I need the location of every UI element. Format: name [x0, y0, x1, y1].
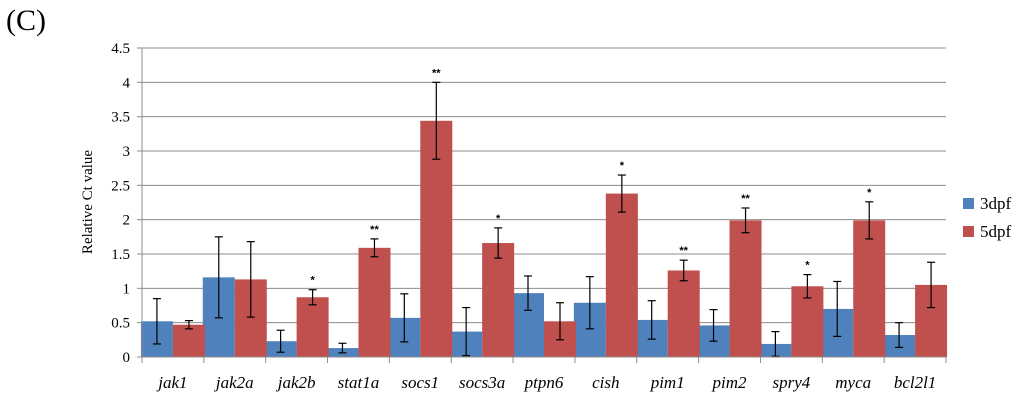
- significance-marker: **: [370, 224, 379, 236]
- panel-label: (C): [6, 4, 46, 37]
- gridlines: [142, 47, 946, 324]
- y-tick-label: 3.5: [111, 110, 130, 126]
- y-tick-label: 1: [123, 281, 131, 297]
- bar-5dpf: [853, 220, 886, 357]
- y-tick-label: 0.5: [111, 316, 130, 332]
- error-bars: [152, 81, 936, 357]
- category-label: jak2a: [214, 373, 254, 392]
- category-label: stat1a: [338, 373, 380, 392]
- y-tick-label: 3: [123, 144, 131, 160]
- category-label: jak2b: [276, 373, 316, 392]
- y-tick-label: 0: [123, 350, 131, 366]
- bar-5dpf: [667, 270, 700, 357]
- y-tick-label: 2: [123, 213, 131, 229]
- legend-label-3dpf: 3dpf: [980, 194, 1012, 213]
- significance-markers: *************: [310, 67, 872, 286]
- significance-marker: **: [432, 67, 441, 79]
- bars: [140, 120, 948, 357]
- y-tick-label: 4.5: [111, 41, 130, 57]
- category-label: ptpn6: [524, 373, 564, 392]
- category-label: jak1: [156, 373, 187, 392]
- category-label: bcl2l1: [894, 373, 937, 392]
- category-label: socs3a: [459, 373, 505, 392]
- y-axis-title: Relative Ct value: [80, 150, 96, 254]
- significance-marker: *: [310, 275, 315, 287]
- legend-swatch-5dpf: [963, 226, 974, 237]
- y-tick-label: 2.5: [111, 178, 130, 194]
- category-label: spry4: [772, 373, 810, 392]
- bar-5dpf: [358, 247, 391, 357]
- significance-marker: **: [679, 245, 688, 257]
- significance-marker: *: [805, 260, 810, 272]
- y-tick-label: 4: [123, 75, 131, 91]
- bar-5dpf: [729, 220, 762, 357]
- y-tick-label: 1.5: [111, 247, 130, 263]
- category-label: myca: [835, 373, 871, 392]
- legend: 3dpf 5dpf: [963, 194, 1012, 241]
- axes: 0 0.5 1 1.5 2 2.5 3 3.5 4 4.5 jak1 jak2a jak2b stat1a…: [111, 41, 947, 392]
- bar-5dpf: [482, 243, 515, 357]
- significance-marker: **: [741, 193, 750, 205]
- bar-5dpf: [605, 193, 638, 357]
- significance-marker: *: [620, 160, 625, 172]
- category-label: pim1: [650, 373, 685, 392]
- legend-label-5dpf: 5dpf: [980, 222, 1012, 241]
- significance-marker: *: [496, 213, 501, 225]
- category-label: pim2: [712, 373, 748, 392]
- bar-5dpf: [296, 297, 329, 357]
- bar-5dpf: [172, 324, 205, 357]
- legend-swatch-3dpf: [963, 198, 974, 209]
- category-label: cish: [592, 373, 619, 392]
- significance-marker: *: [867, 187, 872, 199]
- bar-5dpf: [420, 120, 453, 357]
- category-label: socs1: [401, 373, 439, 392]
